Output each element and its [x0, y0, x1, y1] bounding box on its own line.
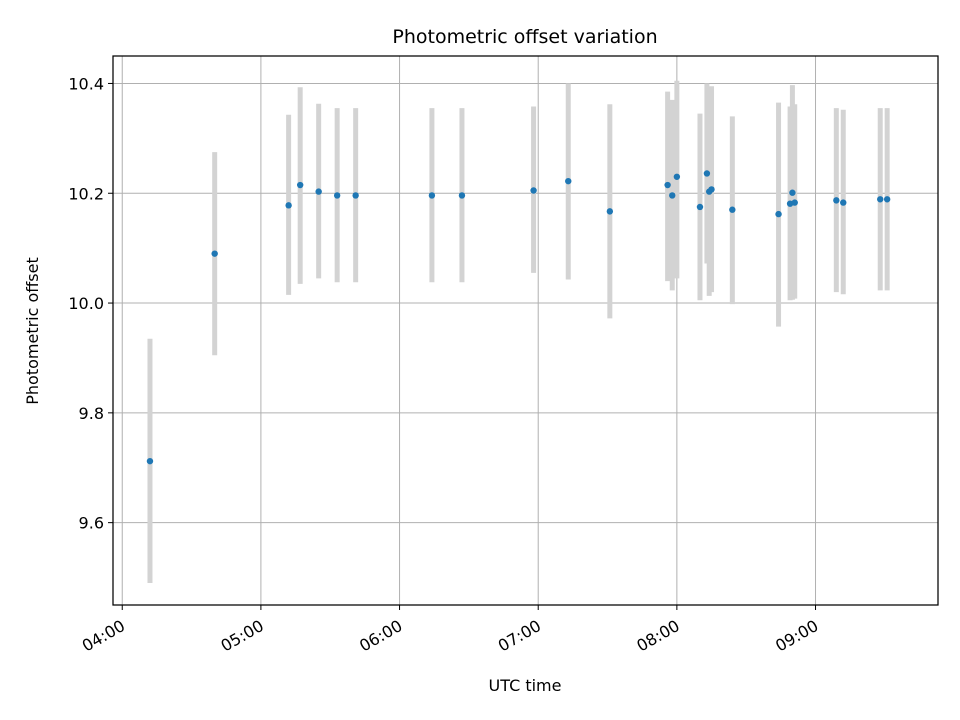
- chart-title: Photometric offset variation: [392, 26, 657, 48]
- data-point: [673, 173, 681, 180]
- data-point: [428, 192, 436, 199]
- data-points: [146, 170, 891, 465]
- data-point: [775, 210, 782, 218]
- data-point: [708, 186, 715, 193]
- y-tick-label: 10.2: [68, 184, 104, 203]
- data-point: [840, 199, 847, 206]
- data-point: [211, 250, 218, 257]
- data-point: [146, 457, 154, 465]
- data-point: [789, 189, 796, 196]
- plot-frame: [112, 55, 939, 606]
- data-point: [315, 188, 322, 195]
- data-point: [565, 177, 572, 185]
- data-point: [296, 181, 304, 189]
- y-axis-title: Photometric offset: [23, 257, 42, 405]
- data-point: [791, 199, 798, 206]
- data-point: [530, 187, 537, 194]
- y-tick-label: 9.6: [79, 514, 104, 533]
- data-point: [664, 181, 671, 189]
- data-point: [458, 192, 466, 199]
- y-tick-label: 9.8: [79, 404, 104, 423]
- data-point: [833, 197, 840, 204]
- data-point: [883, 196, 891, 203]
- data-point: [333, 192, 341, 199]
- data-point: [703, 170, 711, 177]
- data-point: [729, 206, 736, 213]
- x-axis-title: UTC time: [489, 676, 562, 695]
- data-point: [285, 202, 292, 209]
- grid: [113, 56, 938, 605]
- data-point: [696, 203, 704, 211]
- data-point: [352, 192, 359, 199]
- data-point: [606, 208, 614, 215]
- y-tick-label: 10.0: [68, 294, 104, 313]
- data-point: [669, 192, 676, 199]
- data-point: [877, 196, 884, 203]
- y-axis-ticks: 9.6 9.8 10.0 10.2 10.4: [68, 74, 113, 533]
- y-tick-label: 10.4: [68, 74, 104, 93]
